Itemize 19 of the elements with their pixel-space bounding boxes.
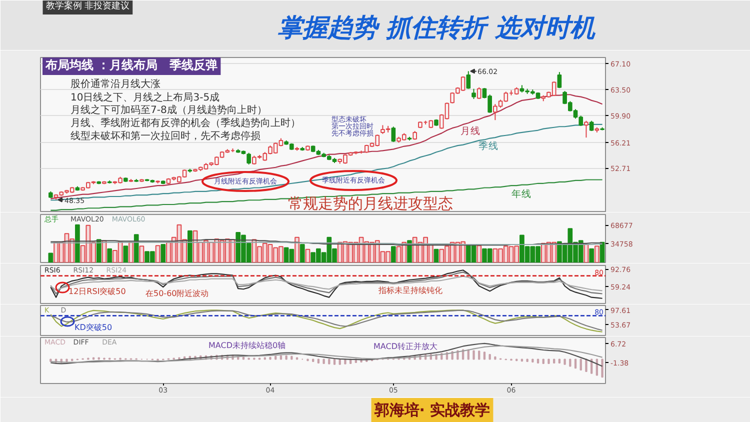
annotation: 指标未呈持续钝化	[378, 286, 442, 295]
series-label: 年线	[512, 188, 532, 200]
annotation: 月线之下可加码至7-8成（月线趋势向上时）	[70, 104, 267, 116]
annotation: 线型未破坏和第一次拉回时，先不考虑停损	[70, 130, 260, 142]
text: 郭海培· 实战教学	[373, 401, 490, 419]
series-label: 季线	[478, 140, 498, 152]
annotation: 在50-60附近波动	[146, 289, 209, 298]
annotation: MACD转正并放大	[374, 342, 438, 351]
series-label: 月线	[460, 125, 480, 137]
annotation: 10日线之下、月线之上布局3-5成	[70, 92, 220, 104]
annotation: 常规走势的月线进攻型态	[288, 194, 453, 212]
annotation: 月线、季线附近都有反弹的机会（季线趋势向上时）	[70, 117, 300, 129]
text: 掌握趋势 抓住转折 选对时机	[278, 13, 596, 42]
text: 教学案例 非投资建议	[46, 0, 130, 12]
annotation: MACD未持续站稳0轴	[208, 341, 286, 350]
annotation: 12日RSI突破50	[68, 287, 126, 296]
chart-title: 布局均线 ：月线布局 季线反弹	[44, 58, 218, 72]
annotation: KD突破50	[74, 323, 112, 332]
annotation: 股价通常沿月线大涨	[70, 78, 160, 90]
